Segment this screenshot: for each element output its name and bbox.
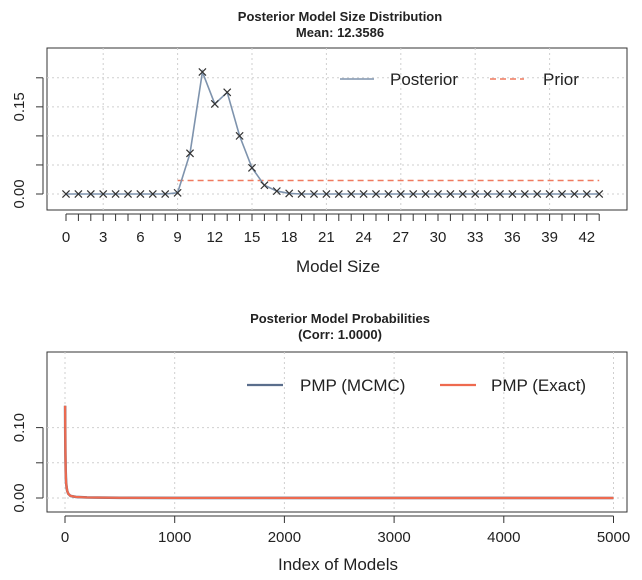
chart2-x-tick-label: 4000 — [487, 529, 520, 546]
posterior-point — [111, 189, 120, 199]
posterior-point — [421, 189, 430, 199]
posterior-point — [136, 189, 145, 199]
posterior-point — [334, 189, 343, 199]
legend-pmp-exact-label: PMP (Exact) — [491, 376, 586, 395]
chart1-title: Posterior Model Size Distribution — [238, 9, 442, 24]
posterior-point — [446, 189, 455, 199]
posterior-point — [595, 189, 604, 199]
chart2-x-tick-label: 1000 — [158, 529, 191, 546]
legend-pmp-mcmc-label: PMP (MCMC) — [300, 376, 405, 395]
posterior-point — [173, 188, 182, 197]
chart1-y-tick-label: 0.00 — [11, 179, 28, 208]
chart1-x-tick-label: 21 — [318, 229, 335, 246]
model-size-chart: 0.000.150 3 6 9 12 15 18 21 24 27 30 33 36 39 42 Poste… — [11, 9, 628, 276]
posterior-point — [409, 189, 418, 199]
chart1-x-tick-label: 42 — [578, 229, 595, 246]
chart2-y-tick-label: 0.00 — [11, 483, 28, 512]
chart1-x-tick-label: 30 — [430, 229, 447, 246]
posterior-point — [74, 189, 83, 199]
chart1-x-tick-label: 3 — [99, 229, 107, 246]
posterior-point — [508, 189, 517, 199]
model-probabilities-chart: 0.00 0.10 0 1000 2000 3000 4000 5000 Posterior … — [11, 311, 630, 574]
posterior-point — [433, 189, 443, 199]
legend-prior-label: Prior — [543, 70, 579, 89]
chart2-x-tick-label: 5000 — [597, 529, 630, 546]
posterior-point — [322, 189, 331, 199]
chart1-x-tick-label: 0 — [62, 229, 70, 246]
posterior-point — [260, 181, 269, 190]
chart2-plot-frame — [46, 351, 628, 513]
chart2-x-tick-label: 3000 — [377, 529, 410, 546]
chart1-x-tick-label: 39 — [541, 229, 558, 246]
chart1-x-tick-label: 15 — [244, 229, 261, 246]
posterior-point — [471, 189, 480, 199]
chart1-background: 0.000.150 3 6 9 12 15 18 21 24 27 30 33 36 39 42 — [11, 47, 628, 246]
posterior-point — [557, 189, 567, 199]
chart2-x-tick-label: 2000 — [268, 529, 301, 546]
chart1-x-tick-label: 27 — [392, 229, 409, 246]
chart2-title: Posterior Model Probabilities — [250, 311, 430, 326]
posterior-point — [359, 189, 368, 199]
chart1-x-tick-label: 33 — [467, 229, 484, 246]
posterior-point — [396, 189, 405, 199]
chart1-x-tick-label: 6 — [136, 229, 144, 246]
posterior-point — [495, 189, 505, 199]
pmp-exact-line — [64, 405, 614, 500]
pmp-mcmc-line — [63, 405, 614, 500]
chart1-x-tick-label: 12 — [206, 229, 223, 246]
posterior-point — [347, 189, 356, 199]
posterior-point — [582, 189, 591, 199]
chart1-subtitle: Mean: 12.3586 — [296, 25, 384, 40]
posterior-point — [235, 131, 244, 140]
chart1-x-tick-label: 9 — [173, 229, 181, 246]
posterior-point — [223, 88, 232, 97]
posterior-point — [285, 189, 294, 198]
chart1-plot-frame — [46, 47, 628, 211]
legend-posterior-label: Posterior — [390, 70, 458, 89]
chart1-y-tick-label: 0.15 — [11, 92, 28, 121]
posterior-point — [297, 189, 306, 199]
posterior-point — [309, 189, 319, 199]
chart1-x-axis-label: Model Size — [296, 257, 380, 276]
chart1-legend: Posterior Prior — [340, 70, 579, 89]
posterior-point — [86, 189, 95, 199]
posterior-point — [384, 189, 393, 199]
posterior-point — [210, 99, 219, 108]
chart2-subtitle: (Corr: 1.0000) — [298, 327, 382, 342]
posterior-point — [148, 189, 157, 199]
posterior-point — [161, 189, 170, 199]
posterior-point — [545, 189, 554, 199]
chart2-x-axis-label: Index of Models — [278, 555, 398, 574]
chart1-x-tick-label: 18 — [281, 229, 298, 246]
posterior-point — [483, 189, 492, 199]
chart2-y-tick-label: 0.10 — [11, 413, 28, 442]
posterior-point — [247, 163, 257, 172]
posterior-point — [272, 187, 281, 196]
posterior-point — [458, 189, 467, 199]
posterior-point — [99, 189, 108, 199]
chart2-x-tick-label: 0 — [61, 529, 69, 546]
posterior-point — [123, 189, 133, 199]
posterior-point — [61, 189, 71, 199]
posterior-point — [533, 189, 542, 199]
posterior-point — [371, 189, 381, 199]
posterior-line — [66, 68, 600, 195]
posterior-point — [198, 67, 207, 77]
posterior-point — [570, 189, 579, 199]
posterior-point — [520, 189, 529, 199]
chart1-x-tick-label: 24 — [355, 229, 372, 246]
chart1-x-tick-label: 36 — [504, 229, 521, 246]
posterior-point — [185, 149, 195, 158]
chart2-legend: PMP (MCMC) PMP (Exact) — [247, 376, 586, 395]
